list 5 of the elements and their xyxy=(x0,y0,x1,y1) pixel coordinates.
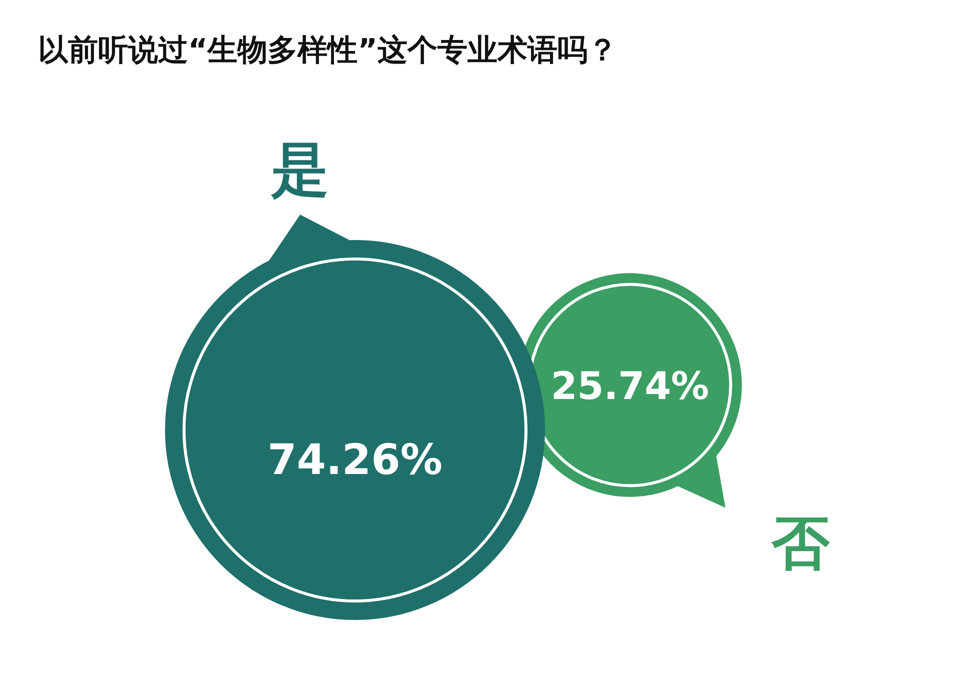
text: 以前听说过“生物多样性”这个专业术语吗？ xyxy=(38,33,618,68)
data-label: 74.26% xyxy=(268,435,442,484)
category-label: 是 xyxy=(270,136,330,204)
data-label: 25.74% xyxy=(550,364,710,408)
category-label: 否 xyxy=(770,508,830,577)
